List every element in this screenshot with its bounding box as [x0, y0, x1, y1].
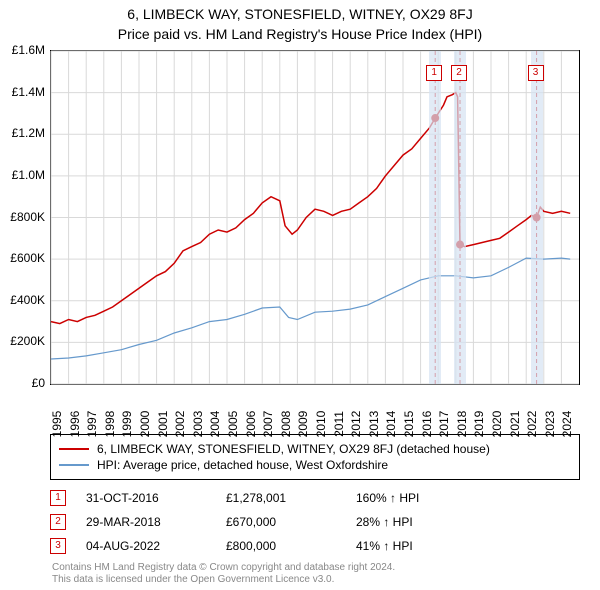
legend-swatch: [59, 448, 89, 450]
event-price: £1,278,001: [226, 491, 356, 505]
legend-label: HPI: Average price, detached house, West…: [97, 458, 388, 472]
event-price: £800,000: [226, 539, 356, 553]
event-price: £670,000: [226, 515, 356, 529]
plot-area: [50, 50, 580, 385]
y-tick-label: £600K: [5, 251, 45, 265]
legend: 6, LIMBECK WAY, STONESFIELD, WITNEY, OX2…: [50, 434, 580, 480]
chart-title-subtitle: Price paid vs. HM Land Registry's House …: [0, 26, 600, 42]
event-band: [454, 51, 466, 384]
event-marker-box: 2: [451, 65, 467, 81]
y-tick-label: £1.0M: [5, 168, 45, 182]
legend-label: 6, LIMBECK WAY, STONESFIELD, WITNEY, OX2…: [97, 442, 490, 456]
event-band: [429, 51, 441, 384]
event-pct: 41% ↑ HPI: [356, 539, 536, 553]
event-row: 2 29-MAR-2018 £670,000 28% ↑ HPI: [50, 510, 580, 534]
footer-attribution: Contains HM Land Registry data © Crown c…: [50, 562, 584, 586]
event-date: 29-MAR-2018: [86, 515, 226, 529]
event-row: 1 31-OCT-2016 £1,278,001 160% ↑ HPI: [50, 486, 580, 510]
event-date: 04-AUG-2022: [86, 539, 226, 553]
event-marker-icon: 3: [50, 538, 66, 554]
legend-swatch: [59, 464, 89, 466]
y-tick-label: £1.6M: [5, 43, 45, 57]
y-tick-label: £1.4M: [5, 85, 45, 99]
legend-item: 6, LIMBECK WAY, STONESFIELD, WITNEY, OX2…: [59, 442, 571, 456]
event-marker-icon: 1: [50, 490, 66, 506]
event-band: [531, 51, 543, 384]
legend-item: HPI: Average price, detached house, West…: [59, 458, 571, 472]
chart-container: 6, LIMBECK WAY, STONESFIELD, WITNEY, OX2…: [0, 0, 600, 590]
event-date: 31-OCT-2016: [86, 491, 226, 505]
event-marker-box: 1: [426, 65, 442, 81]
event-marker-box: 3: [528, 65, 544, 81]
events-table: 1 31-OCT-2016 £1,278,001 160% ↑ HPI 2 29…: [50, 486, 580, 558]
y-tick-label: £800K: [5, 210, 45, 224]
footer-line: This data is licensed under the Open Gov…: [52, 574, 582, 586]
y-tick-label: £400K: [5, 293, 45, 307]
plot-svg: [51, 51, 579, 384]
event-pct: 28% ↑ HPI: [356, 515, 536, 529]
event-row: 3 04-AUG-2022 £800,000 41% ↑ HPI: [50, 534, 580, 558]
event-marker-icon: 2: [50, 514, 66, 530]
footer-line: Contains HM Land Registry data © Crown c…: [52, 562, 582, 574]
event-pct: 160% ↑ HPI: [356, 491, 536, 505]
chart-title-address: 6, LIMBECK WAY, STONESFIELD, WITNEY, OX2…: [0, 6, 600, 22]
y-tick-label: £200K: [5, 334, 45, 348]
y-tick-label: £1.2M: [5, 126, 45, 140]
y-tick-label: £0: [5, 376, 45, 390]
